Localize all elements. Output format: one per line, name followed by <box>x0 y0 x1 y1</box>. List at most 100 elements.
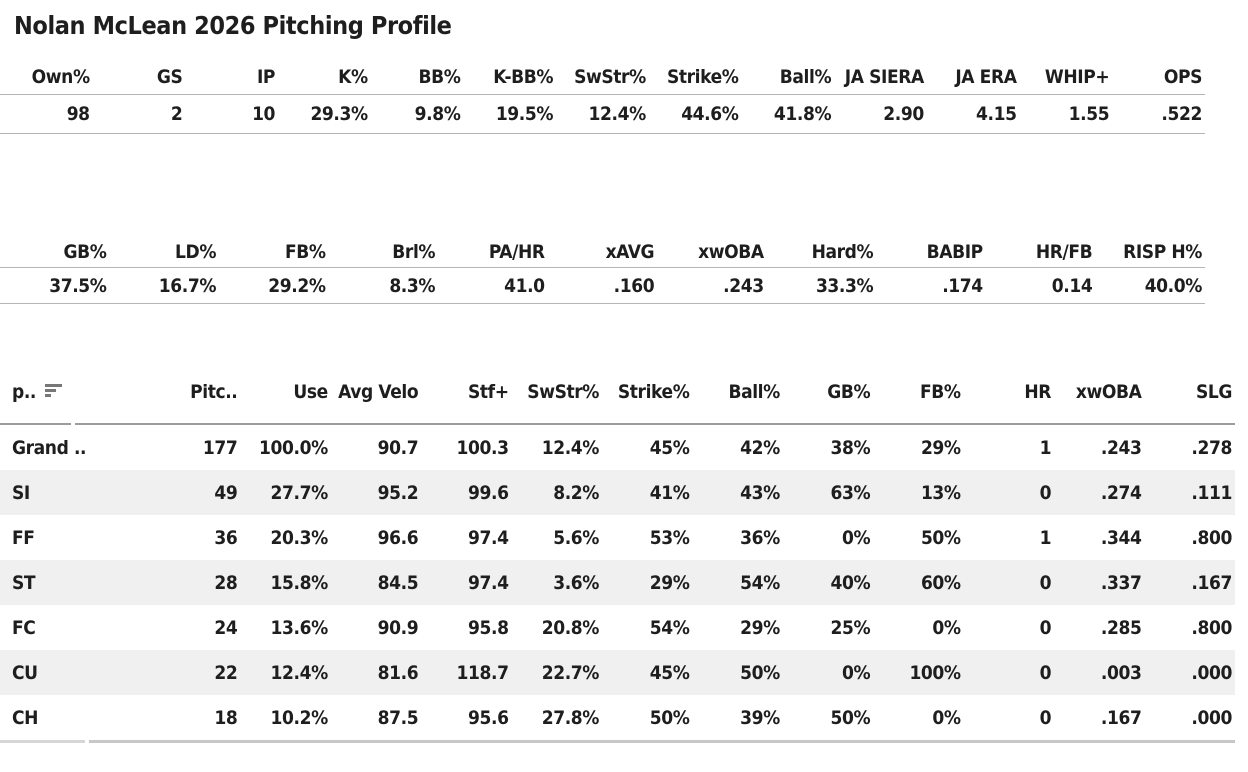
pitch-row-st[interactable]: ST 28 15.8% 84.5 97.4 3.6% 29% 54% 40% 60% 0.337.1… <box>0 560 1235 605</box>
pitch-stat-xwoba: .285 <box>1100 616 1142 639</box>
pitch-stat-gb: 38% <box>830 436 871 459</box>
sort-descending-icon[interactable] <box>45 383 63 397</box>
pitch-stat-gb: 0% <box>842 526 871 549</box>
pitch-stat-fb: 50% <box>920 526 961 549</box>
column-header-avg-velo[interactable]: Avg Velo <box>338 380 419 403</box>
column-header-risp-h: RISP H% <box>1123 240 1202 263</box>
column-header-use[interactable]: Use <box>293 380 328 403</box>
column-header-pitch-type[interactable]: p.. <box>0 360 150 423</box>
pitch-stat-fb: 0% <box>932 706 961 729</box>
pitch-stat-slg: .111 <box>1144 470 1235 515</box>
pitch-type-label[interactable]: ST <box>0 560 150 605</box>
column-header-stf[interactable]: Stf+ <box>467 380 509 403</box>
stat-value-risp-h: 40.0% <box>1144 274 1203 297</box>
column-header-ip: IP <box>256 66 276 89</box>
stat-value-ops: .522 <box>1161 102 1202 125</box>
pitch-stat-pitc: 36 <box>214 526 238 549</box>
stat-value-own: 98 <box>66 102 90 125</box>
pitch-stat-gb: 40% <box>782 560 874 605</box>
season-summary-table: Own% GS IP K% BB% K-BB% SwStr% Strike% Ball% JA S… <box>0 61 1205 134</box>
column-header-xavg: xAVG <box>605 240 655 263</box>
pitch-row-ff[interactable]: FF 36 20.3% 96.6 97.4 5.6% 53% 36% 0% 50% 1 .344 .80… <box>0 515 1235 560</box>
column-header-gs: GS <box>156 66 183 89</box>
pitch-stat-swstr: 20.8% <box>541 616 600 639</box>
pitch-type-label[interactable]: Grand .. <box>12 436 87 459</box>
pitch-stat-slg: .800 <box>1191 616 1232 639</box>
pitch-type-label[interactable]: FC <box>12 616 36 639</box>
stat-value-babip: .174 <box>942 274 983 297</box>
stat-value-ja-siera: 2.90 <box>883 102 924 125</box>
pitch-row-grand[interactable]: Grand .. 177 100.0% 90.7 100.3 12.4% 45% 42% 38%… <box>0 425 1235 470</box>
column-header-ld: LD% <box>175 240 217 263</box>
pitch-stat-avg-velo: 84.5 <box>330 560 422 605</box>
pitch-stat-swstr: 3.6% <box>511 560 603 605</box>
pitch-stat-xwoba: .344 <box>1100 526 1142 549</box>
column-header-gb: GB% <box>63 240 107 263</box>
pitch-stat-hr: 0 <box>963 650 1055 695</box>
pitch-mix-header-row: p.. Pitc.. Use Avg Velo Stf+ SwStr% Strike% Ba… <box>0 360 1235 423</box>
stat-value-xwoba: .243 <box>723 274 764 297</box>
column-header-swstr[interactable]: SwStr% <box>527 380 600 403</box>
pitch-stat-stf: 97.4 <box>468 526 509 549</box>
pitch-stat-use: 100.0% <box>259 436 328 459</box>
column-header-hr-fb: HR/FB <box>1035 240 1093 263</box>
column-header-pitc[interactable]: Pitc.. <box>190 380 238 403</box>
pitch-stat-gb: 25% <box>830 616 871 639</box>
batted-ball-table: GB% LD% FB% Brl% PA/HR xAVG xwOBA Hard% BABIP HR/… <box>0 237 1205 305</box>
pitch-stat-strike: 29% <box>602 560 693 605</box>
stat-value-hr-fb: 0.14 <box>1051 274 1093 297</box>
pitch-stat-strike: 54% <box>649 616 690 639</box>
batted-ball-header-row: GB% LD% FB% Brl% PA/HR xAVG xwOBA Hard% BABIP HR/… <box>0 237 1205 268</box>
column-header-hr[interactable]: HR <box>1024 380 1052 403</box>
stat-value-k-bb: 19.5% <box>495 102 554 125</box>
pitch-row-fc[interactable]: FC 24 13.6% 90.9 95.8 20.8% 54% 29% 25% 0% 0 .285 .8… <box>0 605 1235 650</box>
pitch-stat-xwoba: .243 <box>1100 436 1142 459</box>
column-header-fb: FB% <box>284 240 326 263</box>
pitch-stat-pitc: 49 <box>150 470 241 515</box>
pitch-stat-slg: .000 <box>1191 706 1232 729</box>
column-header-gb[interactable]: GB% <box>827 380 871 403</box>
pitch-stat-hr: 0 <box>1039 706 1052 729</box>
pitch-stat-swstr: 22.7% <box>511 650 603 695</box>
column-header-strike[interactable]: Strike% <box>617 380 690 403</box>
stat-value-bb: 9.8% <box>414 102 461 125</box>
pitch-stat-use: 13.6% <box>270 616 329 639</box>
pitch-stat-hr: 1 <box>1039 436 1052 459</box>
column-header-ball[interactable]: Ball% <box>728 380 780 403</box>
column-header-pitch-type-label: p.. <box>12 380 37 403</box>
pitch-stat-use: 10.2% <box>270 706 329 729</box>
column-header-hard: Hard% <box>811 240 874 263</box>
pitch-stat-swstr: 27.8% <box>541 706 600 729</box>
pitch-stat-stf: 95.8 <box>468 616 509 639</box>
pitch-stat-strike: 45% <box>649 436 690 459</box>
pitch-row-ch[interactable]: CH 18 10.2% 87.5 95.6 27.8% 50% 39% 50% 0% 0 .167 .0… <box>0 695 1235 740</box>
stat-value-gb: 37.5% <box>49 274 107 297</box>
column-header-swstr: SwStr% <box>574 66 646 89</box>
pitch-type-label[interactable]: SI <box>0 470 150 515</box>
column-header-fb[interactable]: FB% <box>920 380 961 403</box>
column-header-ops: OPS <box>1163 66 1203 89</box>
pitch-stat-fb: 100% <box>873 650 964 695</box>
pitch-type-label[interactable]: FF <box>12 526 35 549</box>
pitch-stat-ball: 39% <box>740 706 780 729</box>
column-header-ja-era: JA ERA <box>955 66 1017 89</box>
pitch-stat-hr: 0 <box>963 560 1055 605</box>
pitch-stat-use: 20.3% <box>270 526 329 549</box>
column-header-babip: BABIP <box>926 240 984 263</box>
pitch-stat-slg: .278 <box>1191 436 1232 459</box>
pitch-row-si[interactable]: SI 49 27.7% 95.2 99.6 8.2% 41% 43% 63% 13% 0.274.1… <box>0 470 1235 515</box>
pitch-stat-gb: 0% <box>782 650 874 695</box>
header-divider <box>0 423 1235 425</box>
season-summary-value-row: 98 2 10 29.3% 9.8% 19.5% 12.4% 44.6% 41.8% 2.90 4.… <box>0 94 1205 133</box>
pitch-stat-swstr: 8.2% <box>511 470 603 515</box>
column-header-xwoba[interactable]: xwOBA <box>1075 380 1142 403</box>
column-header-slg[interactable]: SLG <box>1195 380 1232 403</box>
pitch-stat-pitc: 24 <box>214 616 238 639</box>
pitch-stat-strike: 53% <box>649 526 690 549</box>
pitch-type-label[interactable]: CH <box>12 706 39 729</box>
column-header-ball: Ball% <box>779 66 832 89</box>
stat-value-strike: 44.6% <box>681 102 739 125</box>
pitch-row-cu[interactable]: CU 22 12.4% 81.6 118.7 22.7% 45% 50% 0% 100% 0.003… <box>0 650 1235 695</box>
stat-value-swstr: 12.4% <box>588 102 647 125</box>
pitch-type-label[interactable]: CU <box>0 650 150 695</box>
